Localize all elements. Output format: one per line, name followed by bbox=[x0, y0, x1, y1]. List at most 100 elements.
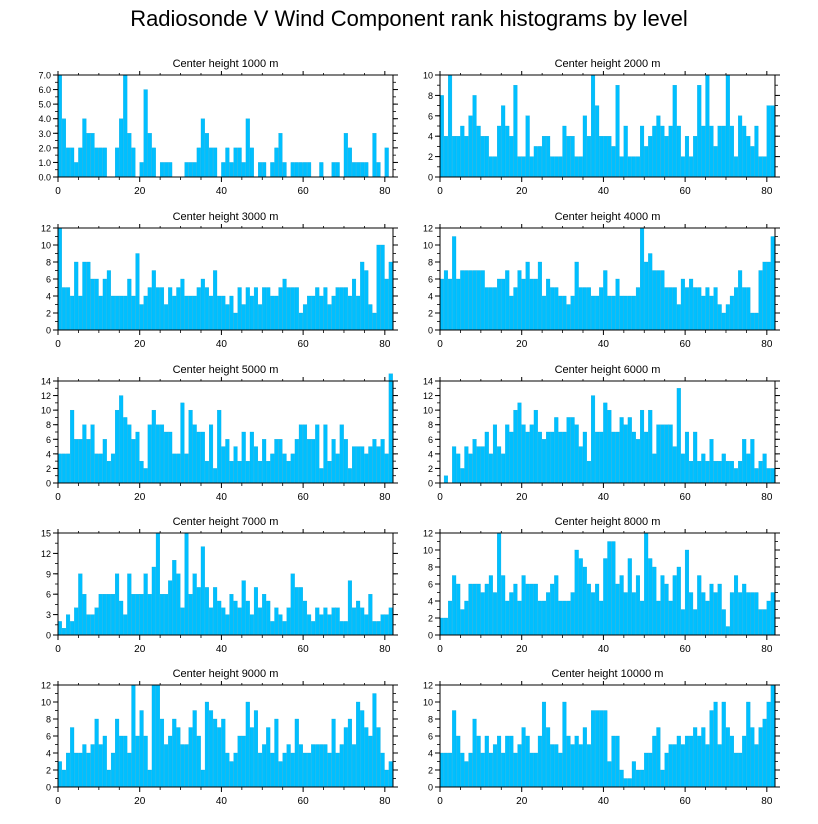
bar bbox=[339, 287, 344, 331]
bar bbox=[266, 287, 271, 331]
bar bbox=[241, 304, 246, 331]
bar bbox=[684, 136, 690, 178]
y-tick-label: 2 bbox=[428, 152, 433, 162]
bar bbox=[184, 744, 189, 788]
bar bbox=[501, 575, 506, 636]
bar bbox=[631, 156, 636, 178]
bar bbox=[750, 312, 755, 331]
x-tick-label: 40 bbox=[598, 339, 610, 350]
bar bbox=[290, 453, 295, 484]
bar bbox=[517, 600, 522, 636]
bar bbox=[180, 278, 185, 331]
bar bbox=[648, 752, 653, 788]
bar bbox=[78, 295, 83, 331]
bar bbox=[241, 162, 246, 178]
bar bbox=[697, 460, 702, 484]
bar bbox=[546, 727, 551, 788]
bar bbox=[209, 147, 214, 178]
bar bbox=[331, 162, 336, 178]
bar bbox=[705, 460, 710, 484]
bar bbox=[734, 468, 739, 484]
bar bbox=[676, 735, 681, 788]
bar bbox=[574, 261, 579, 331]
x-tick-label: 60 bbox=[298, 186, 310, 197]
bar bbox=[331, 718, 336, 788]
bar bbox=[237, 147, 242, 178]
bar bbox=[652, 125, 657, 178]
bar bbox=[319, 468, 324, 484]
y-tick-label: 6 bbox=[428, 111, 433, 121]
y-tick-label: 10 bbox=[41, 406, 51, 416]
bar bbox=[286, 744, 291, 788]
bar bbox=[652, 735, 657, 788]
bar bbox=[294, 162, 299, 178]
bar bbox=[147, 424, 152, 484]
bar bbox=[464, 136, 469, 178]
bar bbox=[558, 600, 563, 636]
y-tick-label: 8 bbox=[46, 420, 51, 430]
bar bbox=[627, 558, 632, 636]
bar bbox=[57, 761, 62, 788]
bar bbox=[376, 446, 381, 484]
bar bbox=[452, 575, 457, 636]
bar bbox=[286, 607, 291, 636]
bar bbox=[176, 573, 181, 636]
bar bbox=[664, 752, 669, 788]
y-tick-label: 8 bbox=[46, 258, 51, 268]
bar bbox=[270, 621, 275, 636]
bar bbox=[61, 628, 66, 636]
x-tick-label: 20 bbox=[134, 339, 146, 350]
bar bbox=[364, 270, 369, 331]
y-tick-label: 3 bbox=[46, 610, 51, 620]
bar bbox=[619, 769, 624, 788]
bar bbox=[388, 373, 393, 484]
bar bbox=[139, 710, 144, 788]
bar bbox=[258, 752, 263, 788]
bar bbox=[311, 744, 316, 788]
bar bbox=[619, 156, 624, 178]
bar bbox=[770, 105, 775, 178]
bar bbox=[631, 295, 636, 331]
bar bbox=[360, 710, 365, 788]
bar bbox=[456, 583, 461, 636]
bar bbox=[713, 592, 718, 636]
x-tick-label: 40 bbox=[216, 339, 228, 350]
bar bbox=[668, 424, 673, 484]
bar bbox=[249, 614, 254, 636]
y-tick-label: 4 bbox=[46, 292, 51, 302]
bar bbox=[209, 424, 214, 484]
bar bbox=[501, 278, 506, 331]
bar bbox=[176, 287, 181, 331]
bar bbox=[635, 769, 640, 788]
bar bbox=[233, 312, 238, 331]
bar bbox=[204, 587, 209, 636]
x-tick-label: 40 bbox=[216, 644, 228, 655]
bar bbox=[713, 460, 718, 484]
bar bbox=[578, 744, 583, 788]
bar bbox=[562, 600, 567, 636]
bar bbox=[102, 147, 107, 178]
bar bbox=[143, 735, 148, 788]
x-tick-label: 60 bbox=[298, 492, 310, 503]
bar bbox=[94, 147, 99, 178]
bar bbox=[631, 431, 636, 484]
bar bbox=[623, 592, 628, 636]
bar bbox=[693, 431, 698, 484]
bar bbox=[131, 295, 136, 331]
bar bbox=[139, 460, 144, 484]
bar bbox=[384, 147, 389, 178]
bar bbox=[98, 147, 103, 178]
bar bbox=[525, 115, 530, 178]
bar bbox=[70, 409, 75, 484]
bar bbox=[188, 594, 193, 636]
bar bbox=[356, 446, 361, 484]
bar bbox=[623, 295, 628, 331]
bar bbox=[521, 278, 526, 331]
y-tick-label: 4 bbox=[46, 449, 51, 459]
bar bbox=[452, 136, 457, 178]
bar bbox=[360, 162, 365, 178]
bar bbox=[570, 417, 575, 484]
bar bbox=[591, 710, 596, 788]
bar bbox=[245, 118, 250, 178]
bar bbox=[217, 600, 222, 636]
